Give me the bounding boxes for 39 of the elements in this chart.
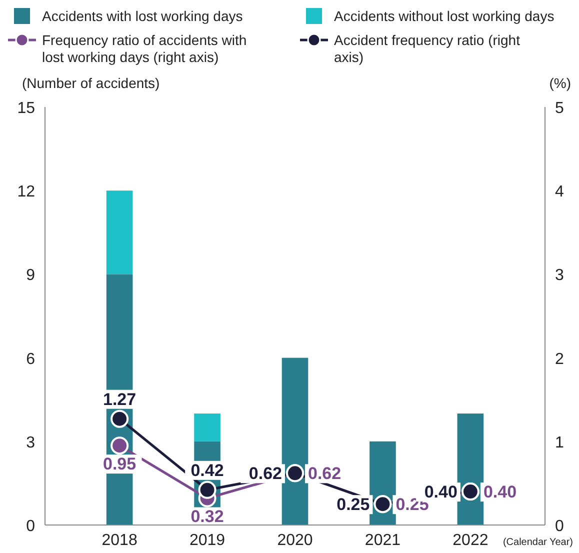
y-tick-label: 9 bbox=[26, 267, 36, 284]
legend-label: Accidents with lost working days bbox=[42, 8, 243, 24]
data-label: 0.40 bbox=[483, 482, 517, 502]
y-tick-label: 12 bbox=[17, 184, 36, 201]
data-label: 0.62 bbox=[248, 464, 282, 484]
y-axis-title: (Number of accidents) bbox=[22, 75, 160, 91]
y-tick-label: 6 bbox=[26, 350, 36, 368]
legend-label: Accidents without lost working days bbox=[334, 8, 554, 24]
y2-tick-label: 1 bbox=[555, 434, 564, 452]
y2-tick-label: 3 bbox=[555, 267, 564, 284]
data-label: 0.32 bbox=[190, 507, 224, 526]
x-tick-label: 2021 bbox=[364, 532, 401, 549]
y2-tick-label: 0 bbox=[555, 518, 564, 535]
x-axis-title: (Calendar Year) bbox=[502, 537, 573, 548]
y-tick-label: 15 bbox=[17, 100, 36, 117]
x-tick-label: 2018 bbox=[102, 532, 138, 549]
point bbox=[198, 480, 216, 499]
legend-label: Frequency ratio of accidents with lost working days (right axis) bbox=[42, 32, 247, 65]
data-label: 0.40 bbox=[424, 482, 458, 502]
y-tick-label: 0 bbox=[26, 518, 36, 535]
data-label: 0.95 bbox=[103, 454, 136, 474]
legend-label: Accident frequency ratio (right axis) bbox=[334, 32, 520, 65]
bar bbox=[194, 414, 220, 442]
data-label: 0.62 bbox=[308, 464, 342, 484]
data-label: 0.42 bbox=[190, 460, 224, 480]
point bbox=[110, 410, 129, 428]
bar bbox=[106, 190, 133, 274]
y2-axis-title: (%) bbox=[549, 75, 571, 91]
x-tick-label: 2022 bbox=[452, 532, 488, 549]
point bbox=[110, 436, 129, 455]
data-label: 1.27 bbox=[103, 390, 136, 409]
y2-tick-label: 2 bbox=[555, 350, 564, 368]
y2-tick-label: 4 bbox=[555, 184, 564, 201]
x-tick-label: 2019 bbox=[189, 532, 226, 549]
y-tick-label: 3 bbox=[26, 434, 36, 452]
bar bbox=[282, 358, 308, 525]
x-tick-label: 2020 bbox=[277, 532, 313, 549]
data-label: 0.25 bbox=[336, 495, 370, 514]
y2-tick-label: 5 bbox=[555, 100, 564, 117]
